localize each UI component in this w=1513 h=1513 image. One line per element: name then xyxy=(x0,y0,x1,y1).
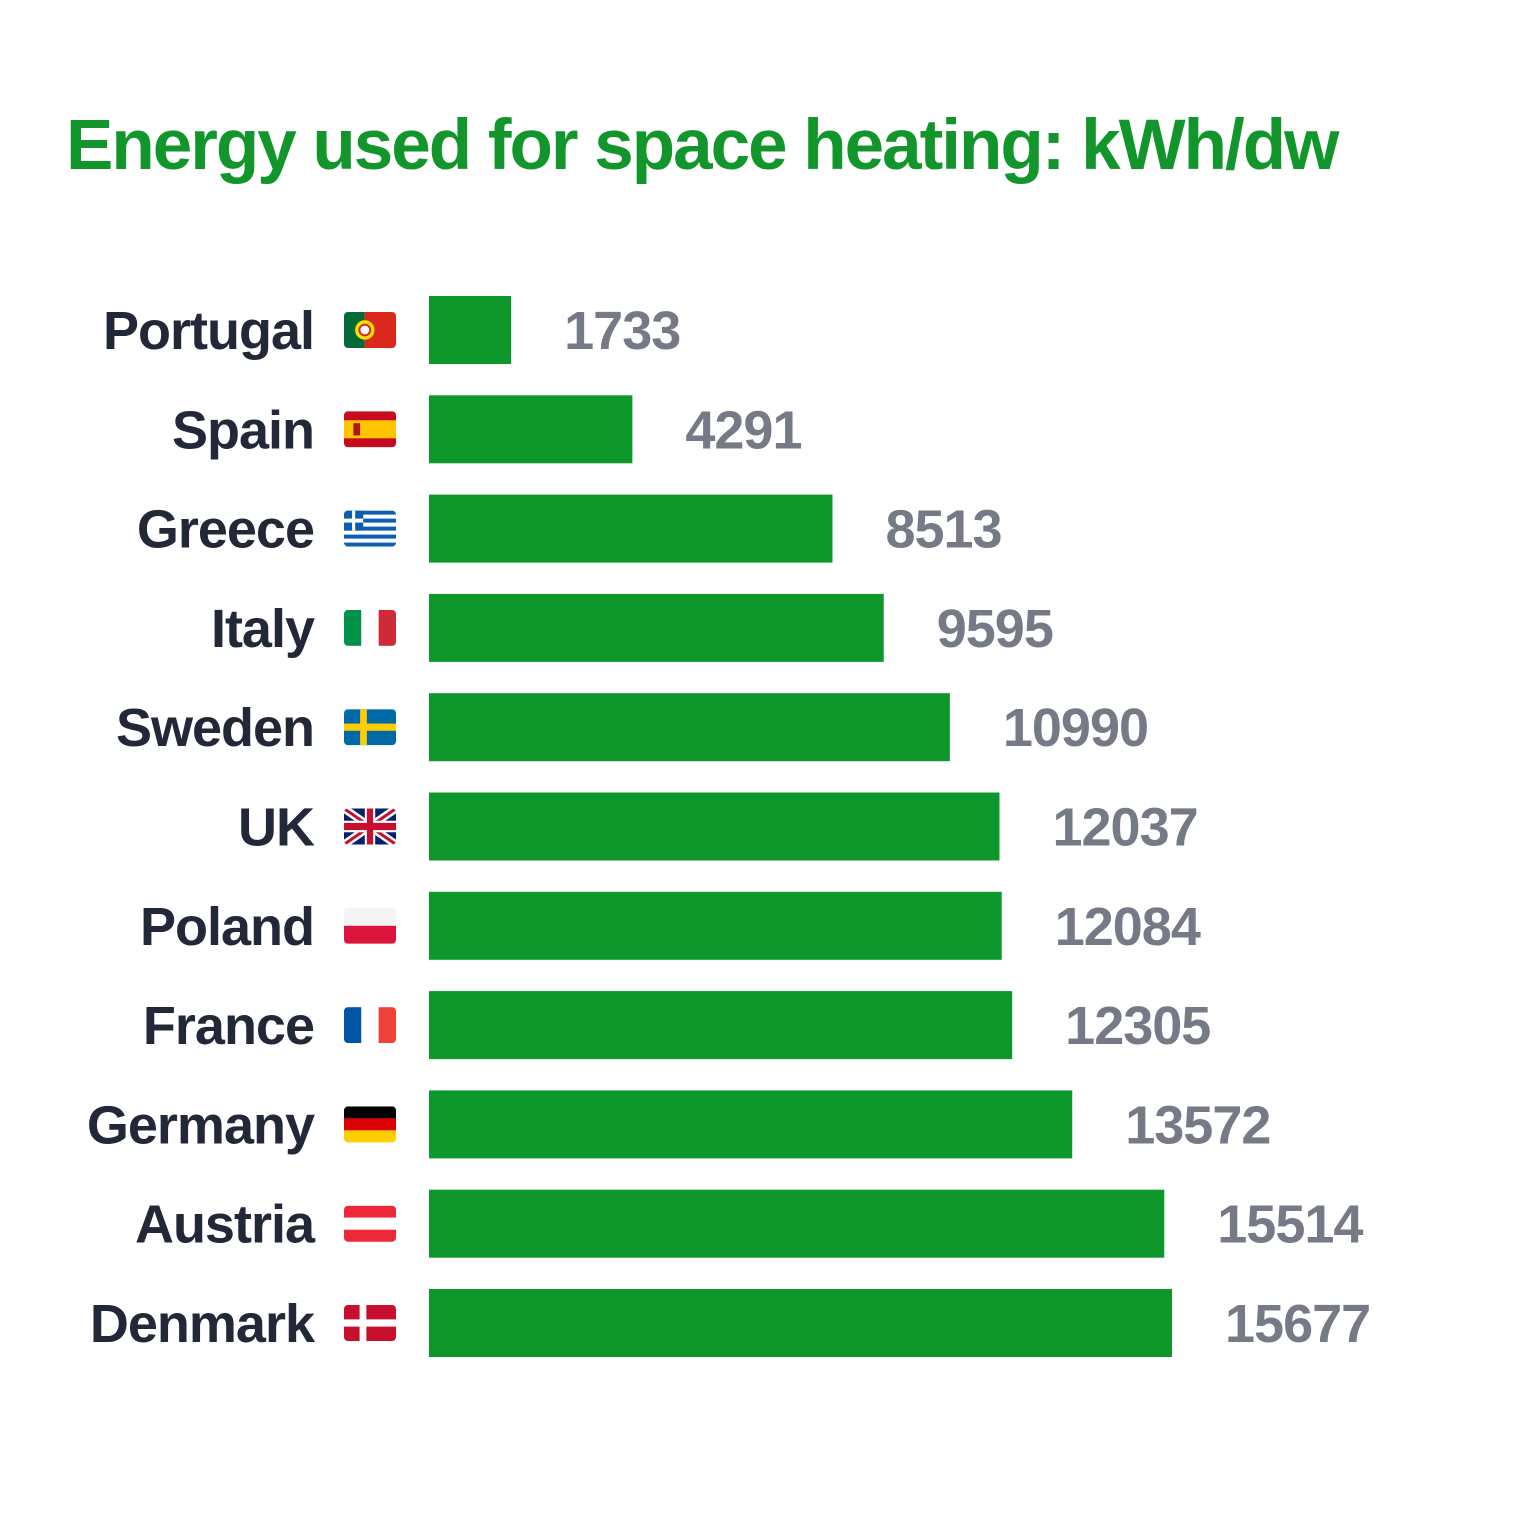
bar-row-portugal: Portugal 1733 xyxy=(103,296,681,364)
value-label-italy: 9595 xyxy=(937,599,1053,659)
bar-row-spain: Spain 4291 xyxy=(172,395,803,464)
germany-flag-icon xyxy=(344,1106,396,1143)
value-label-austria: 15514 xyxy=(1217,1195,1363,1255)
category-label-denmark: Denmark xyxy=(90,1294,316,1354)
value-label-portugal: 1733 xyxy=(564,301,680,361)
greece-flag-icon xyxy=(344,510,396,547)
category-label-uk: UK xyxy=(238,798,315,858)
chart-title: Energy used for space heating: kWh/dw xyxy=(66,106,1339,185)
bar-poland xyxy=(429,891,1002,960)
category-label-spain: Spain xyxy=(172,400,314,460)
value-label-germany: 13572 xyxy=(1125,1095,1270,1155)
value-label-poland: 12084 xyxy=(1055,897,1201,957)
bar-row-sweden: Sweden 10990 xyxy=(116,693,1149,762)
category-label-sweden: Sweden xyxy=(116,698,314,758)
bar-row-poland: Poland 12084 xyxy=(140,891,1202,960)
bar-row-italy: Italy 9595 xyxy=(211,593,1054,662)
bar-portugal xyxy=(429,296,512,364)
value-label-france: 12305 xyxy=(1065,996,1210,1056)
category-label-italy: Italy xyxy=(211,599,315,659)
poland-flag-icon xyxy=(344,907,396,944)
category-label-france: France xyxy=(143,996,314,1056)
bar-row-germany: Germany 13572 xyxy=(87,1090,1271,1159)
france-flag-icon xyxy=(344,1007,396,1044)
bar-row-greece: Greece 8513 xyxy=(137,494,1003,563)
austria-flag-icon xyxy=(344,1205,396,1242)
bar-denmark xyxy=(429,1289,1172,1357)
bar-row-france: France 12305 xyxy=(143,991,1211,1060)
bar-austria xyxy=(429,1189,1165,1258)
category-label-greece: Greece xyxy=(137,500,314,560)
value-label-greece: 8513 xyxy=(885,500,1001,560)
italy-flag-icon xyxy=(344,609,396,646)
bar-row-uk: UK 12037 xyxy=(238,792,1199,861)
value-label-sweden: 10990 xyxy=(1003,698,1148,758)
value-label-uk: 12037 xyxy=(1052,798,1197,858)
bar-sweden xyxy=(429,693,950,762)
spain-flag-icon xyxy=(344,411,396,448)
sweden-flag-icon xyxy=(344,709,396,746)
uk-flag-icon xyxy=(344,808,396,845)
category-label-poland: Poland xyxy=(140,897,314,957)
value-label-spain: 4291 xyxy=(685,400,801,460)
denmark-flag-icon xyxy=(344,1305,396,1341)
category-label-germany: Germany xyxy=(87,1095,315,1155)
value-label-denmark: 15677 xyxy=(1225,1294,1370,1354)
bar-row-austria: Austria 15514 xyxy=(135,1189,1364,1258)
chart-rows: Portugal 1733 Spain 4291 Greece 8513 Italy 9595… xyxy=(87,296,1371,1357)
bar-germany xyxy=(429,1090,1073,1159)
bar-italy xyxy=(429,593,884,662)
bar-row-denmark: Denmark 15677 xyxy=(90,1289,1371,1357)
category-label-portugal: Portugal xyxy=(103,301,314,361)
bar-greece xyxy=(429,494,833,563)
portugal-flag-icon xyxy=(344,312,396,348)
category-label-austria: Austria xyxy=(135,1195,316,1255)
bar-france xyxy=(429,991,1013,1060)
bar-spain xyxy=(429,395,633,464)
bar-uk xyxy=(429,792,1000,861)
